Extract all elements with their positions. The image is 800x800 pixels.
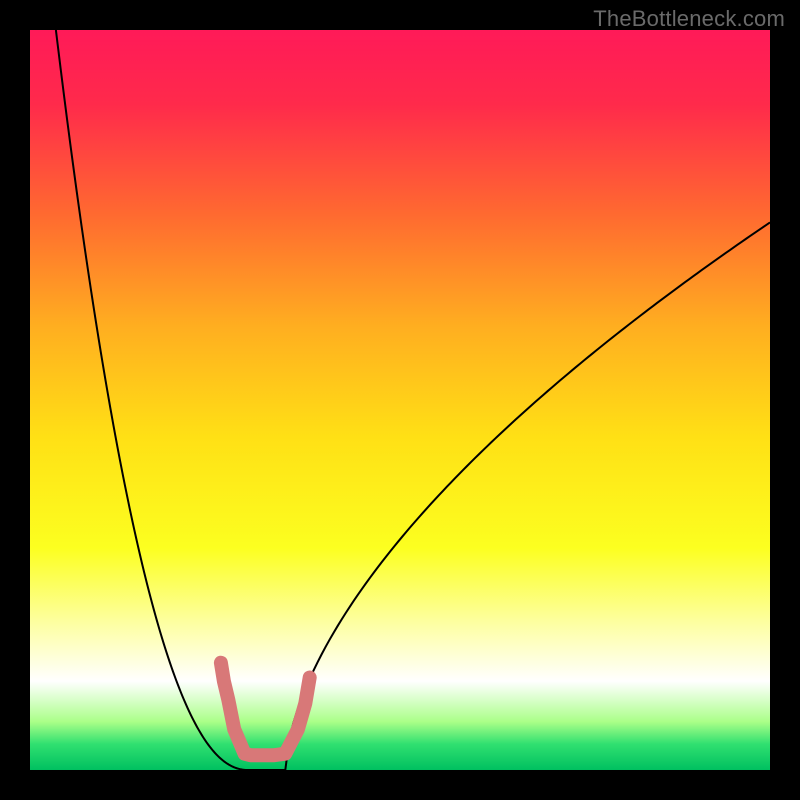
bottleneck-curve bbox=[30, 30, 770, 770]
valley-marker bbox=[221, 663, 310, 756]
plot-area bbox=[30, 30, 770, 770]
watermark-text: TheBottleneck.com bbox=[593, 6, 785, 32]
curve-line bbox=[56, 30, 770, 770]
